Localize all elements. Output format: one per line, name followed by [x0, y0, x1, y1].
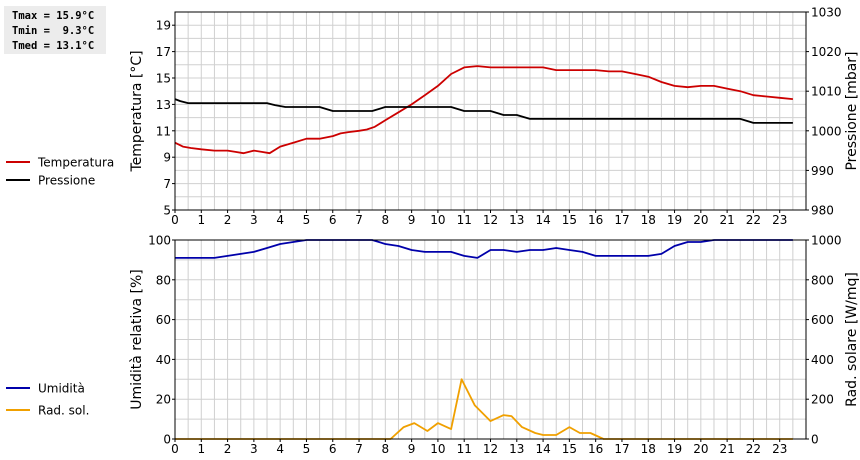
y-tick-label: 20	[156, 393, 171, 407]
y-tick-label-right: 1000	[811, 234, 842, 248]
x-tick-label: 16	[588, 442, 603, 456]
x-tick-label: 23	[772, 442, 787, 456]
y-tick-label-right: 400	[811, 353, 834, 367]
x-tick-label: 21	[719, 442, 734, 456]
x-tick-label: 8	[382, 442, 390, 456]
legend: Temperatura Pressione Umidità Rad. sol.	[6, 156, 114, 418]
x-tick-label: 2	[224, 213, 232, 227]
series-line-pressione	[174, 98, 793, 124]
x-tick-label: 3	[250, 442, 258, 456]
y-tick-label-right: 980	[811, 204, 834, 218]
x-tick-label: 13	[509, 213, 524, 227]
x-tick-label: 17	[614, 213, 629, 227]
x-tick-label: 11	[457, 442, 472, 456]
y-tick-label: 100	[148, 234, 171, 248]
y-tick-label: 60	[156, 313, 171, 327]
stat-tmed: Tmed = 13.1°C	[12, 40, 95, 52]
x-tick-label: 22	[746, 213, 761, 227]
legend-label: Pressione	[38, 174, 95, 188]
x-tick-label: 1	[197, 442, 205, 456]
x-tick-label: 20	[693, 213, 708, 227]
stats-box: Tmax = 15.9°C Tmin = 9.3°C Tmed = 13.1°C	[4, 6, 106, 54]
stat-tmax: Tmax = 15.9°C	[12, 10, 95, 22]
x-tick-label: 0	[171, 442, 179, 456]
x-tick-label: 14	[535, 213, 550, 227]
x-tick-label: 8	[382, 213, 390, 227]
x-tick-label: 11	[457, 213, 472, 227]
y-tick-label-right: 1010	[811, 85, 842, 99]
stat-tmin: Tmin = 9.3°C	[12, 25, 95, 37]
x-tick-label: 6	[329, 213, 337, 227]
y-tick-label-right: 1020	[811, 45, 842, 59]
x-tick-label: 14	[535, 442, 550, 456]
y-tick-label: 0	[163, 433, 171, 447]
y-tick-label-right: 200	[811, 393, 834, 407]
y-tick-label: 5	[163, 204, 171, 218]
x-tick-label: 15	[562, 213, 577, 227]
series-line-temperatura	[174, 65, 793, 155]
x-tick-label: 12	[483, 442, 498, 456]
humidity-radiation-panel: 0 1 2 3 4 5 6 7 8 9 10 11 12 13 14 15 16 17 18 19 20 21 22 2302…	[129, 234, 860, 457]
y-tick-label: 15	[156, 72, 171, 86]
x-tick-label: 19	[667, 442, 682, 456]
y-tick-label: 7	[163, 177, 171, 191]
y-tick-label: 17	[156, 45, 171, 59]
y-tick-label-right: 1030	[811, 6, 842, 20]
x-tick-label: 9	[408, 213, 416, 227]
y-tick-label-right: 1000	[811, 124, 842, 138]
x-tick-label: 17	[614, 442, 629, 456]
y-axis-label: Temperatura [°C]	[129, 50, 145, 172]
x-tick-label: 6	[329, 442, 337, 456]
x-tick-label: 9	[408, 442, 416, 456]
x-tick-label: 20	[693, 442, 708, 456]
y-tick-label: 13	[156, 98, 171, 112]
x-tick-label: 22	[746, 442, 761, 456]
series-line-umidita	[175, 239, 793, 259]
x-tick-label: 16	[588, 213, 603, 227]
x-tick-label: 10	[430, 442, 445, 456]
y-tick-label-right: 0	[811, 433, 819, 447]
y-axis-label: Umidità relativa [%]	[129, 269, 145, 410]
y-tick-label: 40	[156, 353, 171, 367]
x-tick-label: 19	[667, 213, 682, 227]
x-tick-label: 10	[430, 213, 445, 227]
x-tick-label: 13	[509, 442, 524, 456]
x-tick-label: 18	[641, 442, 656, 456]
y-tick-label-right: 800	[811, 273, 834, 287]
x-tick-label: 4	[276, 213, 284, 227]
x-tick-label: 4	[276, 442, 284, 456]
legend-label: Umidità	[38, 382, 85, 396]
x-tick-label: 2	[224, 442, 232, 456]
x-tick-label: 5	[303, 213, 311, 227]
y-axis-label-right: Pressione [mbar]	[844, 51, 860, 170]
x-tick-label: 3	[250, 213, 258, 227]
x-tick-label: 18	[641, 213, 656, 227]
y-tick-label-right: 600	[811, 313, 834, 327]
x-tick-label: 15	[562, 442, 577, 456]
x-tick-label: 7	[355, 442, 363, 456]
x-tick-label: 23	[772, 213, 787, 227]
x-tick-label: 21	[719, 213, 734, 227]
x-tick-label: 12	[483, 213, 498, 227]
temperature-pressure-panel: 0 1 2 3 4 5 6 7 8 9 10 11 12 13 14 15 16 17 18 19 20 21 22 2357…	[129, 6, 860, 228]
y-axis-label-right: Rad. solare [W/mq]	[844, 272, 860, 407]
x-tick-label: 0	[171, 213, 179, 227]
y-tick-label: 19	[156, 19, 171, 33]
y-tick-label: 9	[163, 151, 171, 165]
x-tick-label: 5	[303, 442, 311, 456]
legend-label: Temperatura	[37, 156, 114, 170]
x-tick-label: 1	[197, 213, 205, 227]
legend-label: Rad. sol.	[38, 404, 89, 418]
y-tick-label: 80	[156, 273, 171, 287]
y-tick-label-right: 990	[811, 164, 834, 178]
x-tick-label: 7	[355, 213, 363, 227]
y-tick-label: 11	[156, 124, 171, 138]
